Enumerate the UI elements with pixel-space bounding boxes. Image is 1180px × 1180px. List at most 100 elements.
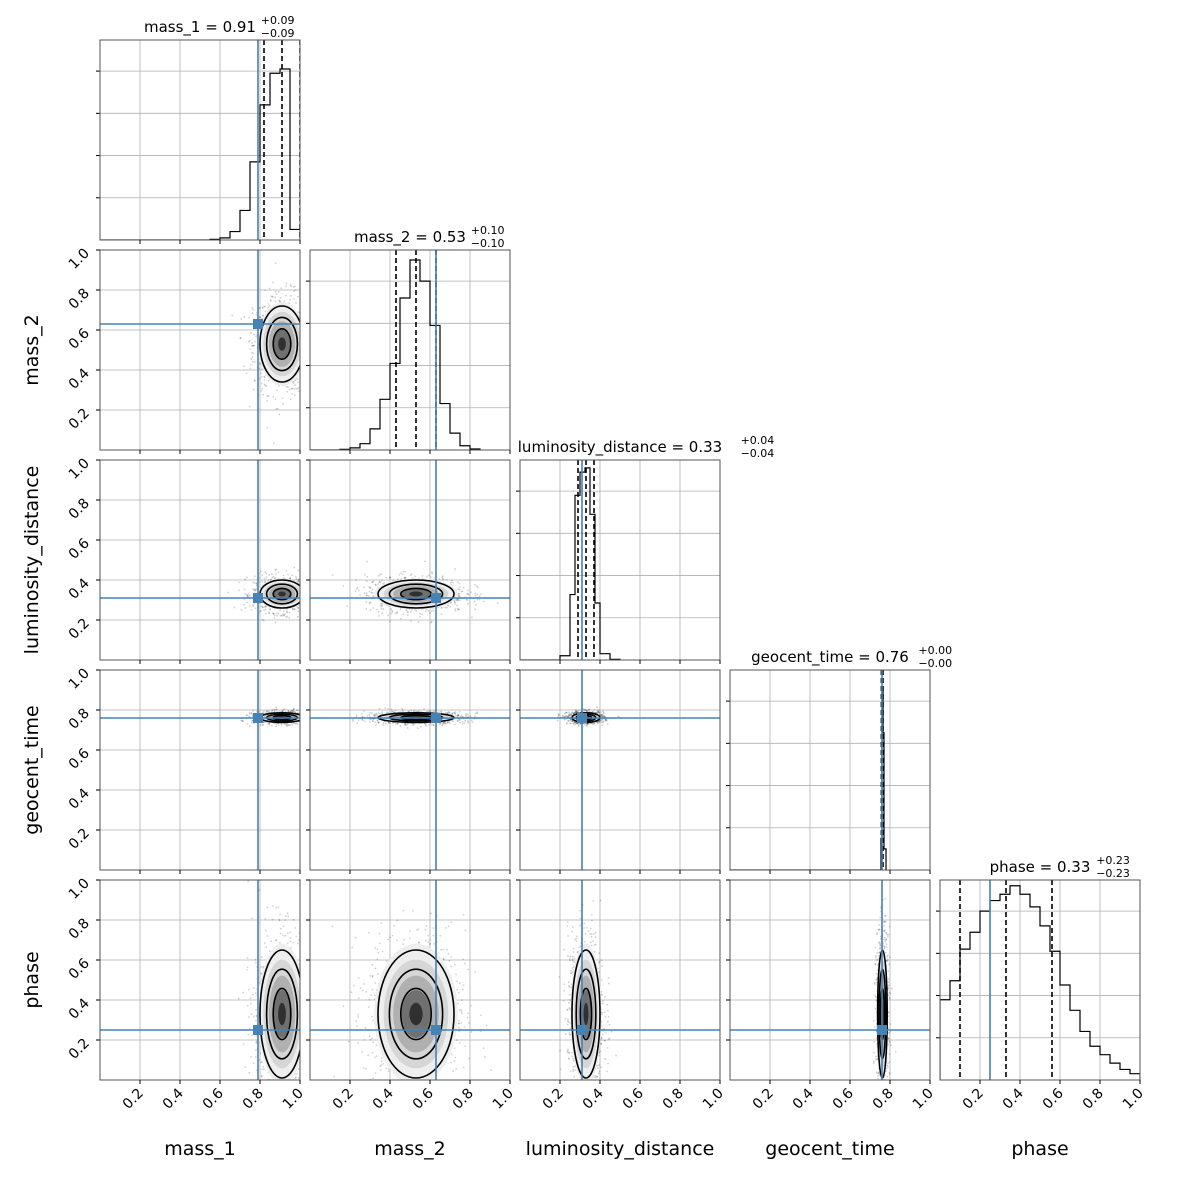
sample-point <box>576 722 579 725</box>
sample-point <box>457 608 460 611</box>
sample-point <box>253 379 256 382</box>
sample-point <box>404 576 406 579</box>
histogram-mass_1 <box>209 68 300 240</box>
sample-point <box>287 386 289 388</box>
sample-point <box>478 598 481 601</box>
sample-point <box>366 560 368 563</box>
sample-point <box>286 390 289 393</box>
sample-point <box>306 600 308 602</box>
sample-point <box>263 305 266 308</box>
sample-point <box>266 710 269 713</box>
sample-point <box>249 367 252 370</box>
sample-point <box>301 719 303 721</box>
sample-point <box>312 324 314 326</box>
sample-point <box>389 722 392 725</box>
sample-point <box>410 620 412 622</box>
sample-point <box>471 721 474 723</box>
sample-point <box>302 589 304 591</box>
sample-point <box>369 711 372 714</box>
sample-point <box>577 725 580 728</box>
sample-point <box>265 576 268 578</box>
sample-point <box>603 715 606 718</box>
sample-point <box>311 357 313 359</box>
sample-point <box>400 617 402 620</box>
sample-point <box>300 716 302 718</box>
sample-point <box>278 299 280 302</box>
sample-point <box>304 584 306 586</box>
sample-point <box>297 610 300 613</box>
sample-point <box>248 711 251 714</box>
sample-point <box>457 599 459 602</box>
sample-point <box>308 351 310 353</box>
sample-point <box>246 595 249 598</box>
sample-point <box>366 715 369 717</box>
sample-point <box>264 605 267 608</box>
sample-point <box>385 576 388 579</box>
sample-point <box>247 593 250 596</box>
sample-point <box>300 349 302 351</box>
sample-point <box>303 578 305 580</box>
sample-point <box>278 413 281 416</box>
sample-point <box>301 588 303 590</box>
sample-point <box>268 612 270 615</box>
sample-point <box>365 580 368 583</box>
sample-point <box>244 592 247 595</box>
sample-point <box>264 289 267 292</box>
sample-point <box>443 721 446 724</box>
sample-point <box>453 601 456 604</box>
y-tick-label: 0.8 <box>66 496 93 523</box>
sample-point <box>417 710 420 712</box>
sample-point <box>314 366 316 368</box>
sample-point <box>266 395 269 398</box>
sample-point <box>318 726 320 728</box>
sample-point <box>251 306 254 309</box>
sample-point <box>258 576 261 579</box>
sample-point <box>243 588 246 591</box>
sample-point <box>271 295 274 298</box>
sample-point <box>369 586 372 589</box>
y-tick-label: 0.2 <box>66 406 93 433</box>
sample-point <box>275 708 278 711</box>
sample-point <box>312 603 314 605</box>
sample-point <box>381 712 383 715</box>
sample-point <box>476 711 479 714</box>
sample-point <box>292 380 295 383</box>
sample-point <box>413 723 415 726</box>
sample-point <box>360 712 363 715</box>
sample-point <box>251 342 254 344</box>
density-region <box>278 337 286 351</box>
sample-point <box>276 708 278 711</box>
sample-point <box>301 309 303 311</box>
sample-point <box>431 572 434 575</box>
sample-point <box>368 602 371 605</box>
sample-point <box>319 582 321 584</box>
sample-point <box>271 709 273 712</box>
sample-point <box>312 602 314 604</box>
sample-point <box>261 580 264 583</box>
sample-point <box>267 722 270 725</box>
sample-point <box>399 608 402 610</box>
sample-point <box>277 613 280 615</box>
sample-point <box>268 723 271 726</box>
sample-point <box>292 607 294 610</box>
sample-point <box>427 574 430 577</box>
sample-point <box>247 715 250 718</box>
sample-point <box>279 296 282 299</box>
sample-point <box>467 720 469 723</box>
sample-point <box>387 721 390 724</box>
sample-point <box>380 573 383 576</box>
sample-point <box>307 720 309 722</box>
sample-point <box>301 594 303 596</box>
sample-point <box>243 603 245 606</box>
sample-point <box>404 724 407 726</box>
sample-point <box>283 300 286 303</box>
sample-point <box>293 608 296 611</box>
sample-point <box>444 606 447 609</box>
sample-point <box>292 709 295 712</box>
title-mass_2: mass_2 = 0.53 <box>354 228 466 247</box>
sample-point <box>297 607 300 609</box>
sample-point <box>305 369 307 371</box>
panel-luminosity_distance-mass_1: 0.20.40.60.81.0 <box>66 456 321 664</box>
sample-point <box>441 724 443 727</box>
sample-point <box>421 574 424 577</box>
